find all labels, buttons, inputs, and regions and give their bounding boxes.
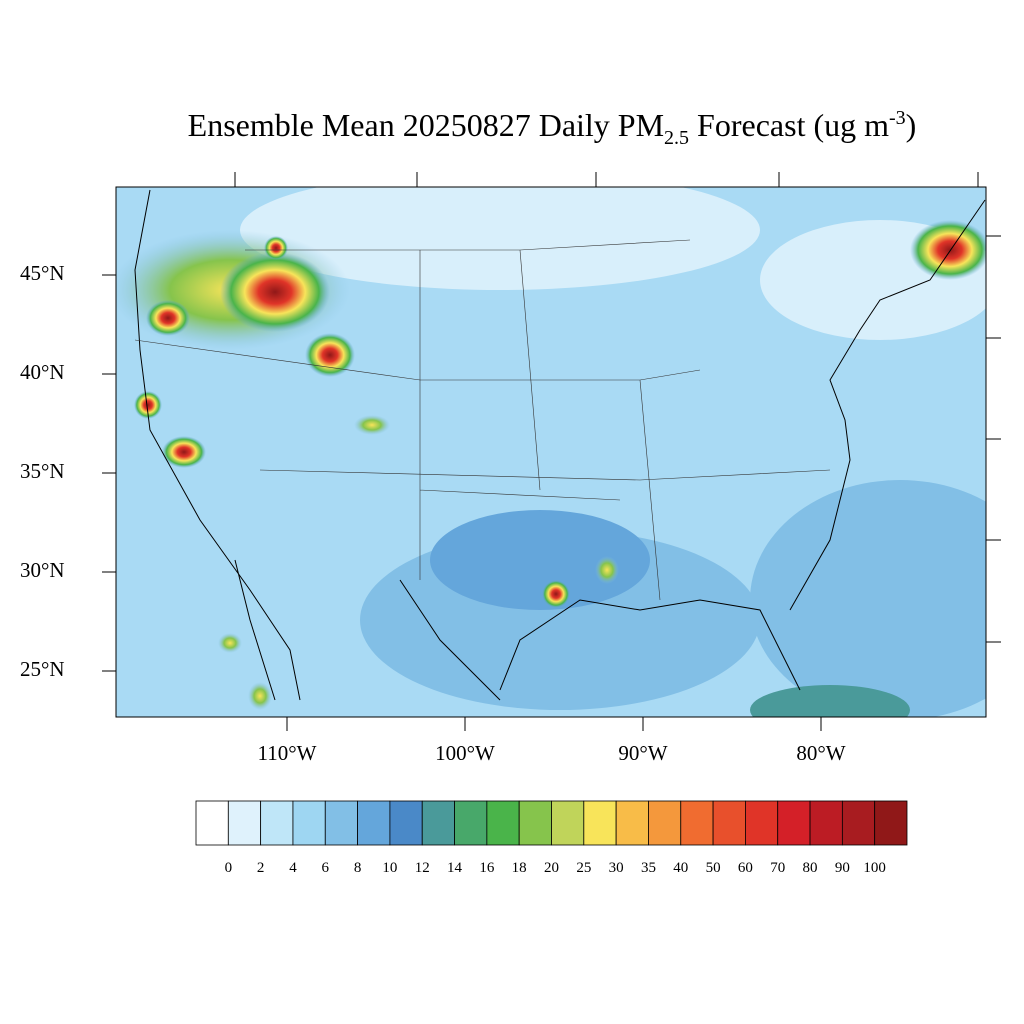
colorbar-box <box>421 800 455 846</box>
colorbar-label: 18 <box>512 860 527 876</box>
colorbar-label: 60 <box>738 860 753 876</box>
smoke-plume <box>218 633 242 653</box>
colorbar-label: 35 <box>641 860 656 876</box>
colorbar-label: 14 <box>447 860 463 876</box>
colorbar-box <box>809 800 843 846</box>
lat-label: 25°N <box>20 657 65 681</box>
colorbar-box <box>712 800 746 846</box>
colorbar-box <box>454 800 488 846</box>
colorbar: 0 2 4 6 8 10 12 14 16 18 20 25 30 35 40 50 60 70 80 90 100 <box>195 800 908 876</box>
smoke-plume <box>305 333 355 377</box>
smoke-plume <box>220 252 330 332</box>
coastline <box>134 189 986 701</box>
smoke-plume <box>134 391 162 419</box>
colorbar-box <box>292 800 326 846</box>
colorbar-box <box>583 800 617 846</box>
colorbar-box <box>745 800 779 846</box>
colorbar-label: 8 <box>354 860 362 876</box>
mid-region <box>430 510 650 610</box>
colorbar-label: 12 <box>415 860 430 876</box>
map-frame <box>115 186 987 718</box>
colorbar-label: 6 <box>322 860 330 876</box>
smoke-plume <box>146 300 190 336</box>
colorbar-box <box>518 800 552 846</box>
mid-region <box>750 480 986 717</box>
smoke-plume <box>595 556 619 584</box>
lat-label: 40°N <box>20 360 65 384</box>
title-sub: 2.5 <box>664 127 689 149</box>
smoke-plume <box>354 415 390 435</box>
colorbar-box <box>357 800 391 846</box>
axes: 45°N 40°N 35°N 30°N 25°N 110°W 100°W 90°W 80°W <box>20 261 846 765</box>
colorbar-box <box>195 800 229 846</box>
map-field <box>116 187 986 717</box>
colorbar-label: 50 <box>706 860 721 876</box>
state-borders <box>134 239 831 601</box>
low-region <box>240 187 760 290</box>
title-end: ) <box>906 107 917 143</box>
colorbar-label: 90 <box>835 860 850 876</box>
smoke-plume <box>542 580 570 608</box>
smoke-plume <box>910 220 986 280</box>
colorbar-box <box>551 800 585 846</box>
title-mid: Forecast (ug m <box>689 107 889 143</box>
lon-label: 80°W <box>796 741 845 765</box>
colorbar-box <box>260 800 294 846</box>
colorbar-label: 4 <box>289 860 297 876</box>
colorbar-label: 70 <box>770 860 785 876</box>
smoke-plume <box>248 682 272 710</box>
lon-label: 110°W <box>258 741 317 765</box>
colorbar-label: 40 <box>673 860 688 876</box>
title-sup: -3 <box>889 107 906 129</box>
colorbar-label: 25 <box>576 860 591 876</box>
colorbar-box <box>777 800 811 846</box>
frame-ticks <box>234 172 1001 643</box>
title: Ensemble Mean 20250827 Daily PM2.5 Forec… <box>188 107 917 149</box>
colorbar-box <box>389 800 423 846</box>
colorbar-box <box>227 800 262 846</box>
mid-region <box>750 685 910 717</box>
colorbar-label: 10 <box>382 860 397 876</box>
colorbar-label: 16 <box>479 860 495 876</box>
colorbar-label: 2 <box>257 860 265 876</box>
colorbar-box <box>648 800 682 846</box>
lat-label: 45°N <box>20 261 65 285</box>
colorbar-box <box>486 800 520 846</box>
colorbar-label: 0 <box>225 860 233 876</box>
lon-label: 90°W <box>618 741 667 765</box>
colorbar-label: 20 <box>544 860 559 876</box>
colorbar-label: 100 <box>863 860 886 876</box>
lon-label: 100°W <box>435 741 495 765</box>
smoke-plume <box>162 436 206 468</box>
colorbar-box <box>615 800 649 846</box>
colorbar-box <box>841 800 876 846</box>
colorbar-label: 80 <box>803 860 818 876</box>
title-main: Ensemble Mean 20250827 Daily PM <box>188 107 664 143</box>
smoke-plume <box>264 236 288 260</box>
lat-label: 30°N <box>20 558 65 582</box>
colorbar-box <box>324 800 358 846</box>
lat-label: 35°N <box>20 459 65 483</box>
colorbar-box <box>874 800 908 846</box>
colorbar-label: 30 <box>609 860 624 876</box>
colorbar-box <box>680 800 714 846</box>
